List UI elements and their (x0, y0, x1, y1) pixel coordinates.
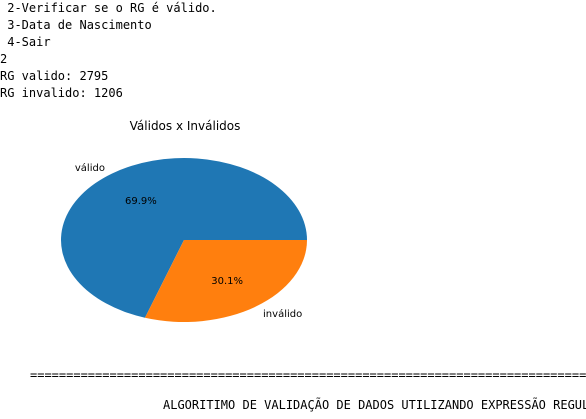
console-line-user-input: 2 (0, 52, 8, 66)
separator-line: ========================================… (30, 368, 586, 382)
pie-slice-invalid (144, 240, 307, 322)
pie-slice-valid (60, 157, 307, 318)
pie-label-valid: válido (75, 162, 105, 174)
console-line-invalid-count: RG invalido: 1206 (0, 86, 123, 100)
pie-chart: Válidos x Inválidos válido 69.9% inválido 3… (60, 119, 307, 322)
console-line-menu-option-2: 2-Verificar se o RG é válido. (0, 1, 217, 15)
pie-percent-valid: 69.9% (125, 196, 157, 207)
pie-label-invalid: inválido (263, 308, 302, 320)
pie-percent-invalid: 30.1% (211, 276, 243, 287)
console-line-valid-count: RG valido: 2795 (0, 69, 109, 83)
chart-title: Válidos x Inválidos (130, 119, 241, 133)
footer-title: ALGORITIMO DE VALIDAÇÃO DE DADOS UTILIZA… (163, 398, 586, 412)
console-line-menu-option-4: 4-Sair (0, 35, 51, 49)
pie-chart-figure: Válidos x Inválidos válido 69.9% inválido 3… (60, 119, 307, 322)
console-line-menu-option-3: 3-Data de Nascimento (0, 18, 152, 32)
